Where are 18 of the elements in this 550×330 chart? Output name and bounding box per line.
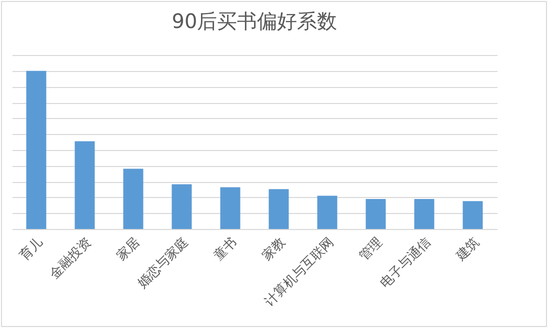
bar [462,201,483,229]
bar [366,198,386,229]
x-tick-label: 家居 [113,234,144,264]
x-tick-label: 金融投资 [47,234,95,282]
x-tick-label: 建筑 [452,234,483,264]
x-tick-label: 童书 [210,234,240,264]
bar [26,70,46,229]
bar [123,168,144,229]
bar [172,184,192,229]
x-tick-label: 家教 [258,234,289,264]
x-tick-label: 育儿 [16,234,46,264]
bar [220,187,240,229]
x-tick-label: 管理 [356,234,386,264]
chart-title: 90后买书偏好系数 [172,9,338,33]
bar [74,141,95,229]
bar [317,196,338,229]
bar [268,189,289,229]
bar [414,198,434,229]
